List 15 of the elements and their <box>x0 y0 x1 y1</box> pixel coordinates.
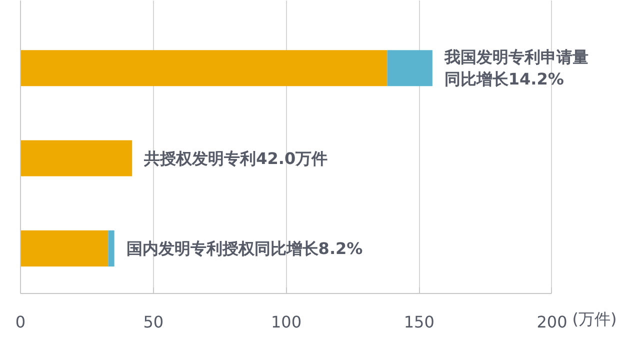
bar <box>20 140 132 176</box>
x-tick-label: 50 <box>143 312 164 332</box>
bar <box>108 230 114 266</box>
x-tick-label: 100 <box>270 312 302 332</box>
annotation: 国内发明专利授权同比增长8.2% <box>126 238 363 258</box>
bar <box>20 50 388 86</box>
annotation: 共授权发明专利42.0万件 <box>143 148 328 168</box>
annotation: 同比增长14.2% <box>444 70 564 89</box>
bar <box>387 50 432 86</box>
x-tick-label: 0 <box>15 312 26 332</box>
bar <box>20 230 108 266</box>
x-tick-label: 150 <box>404 312 434 332</box>
x-axis-title: (万件) <box>572 310 617 328</box>
x-tick-label: 200 <box>536 312 568 332</box>
annotation: 我国发明专利申请量 <box>443 48 588 67</box>
